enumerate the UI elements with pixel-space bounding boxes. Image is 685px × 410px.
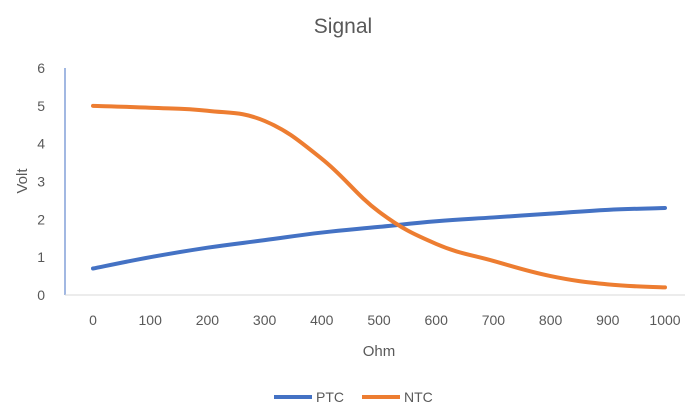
y-tick-label: 3 — [37, 174, 45, 190]
series-line-ptc — [91, 205, 667, 271]
legend-item-ptc: PTC — [274, 389, 344, 405]
x-tick-label: 800 — [539, 312, 563, 328]
x-tick-label: 500 — [367, 312, 391, 328]
y-tick-label: 5 — [37, 98, 45, 114]
legend-label: NTC — [404, 389, 433, 405]
x-tick-label: 300 — [253, 312, 277, 328]
x-tick-label: 600 — [425, 312, 449, 328]
y-tick-label: 2 — [37, 211, 45, 227]
x-axis-title: Ohm — [363, 343, 396, 360]
x-axis-ticks: 0 100 200 300 400 500 600 700 800 900 1000 — [89, 312, 681, 328]
y-tick-label: 6 — [37, 60, 45, 76]
y-tick-label: 1 — [37, 249, 45, 265]
series-line-ntc — [91, 103, 667, 290]
series-lines — [91, 103, 667, 290]
chart-title: Signal — [314, 15, 372, 38]
legend-item-ntc: NTC — [362, 389, 433, 405]
legend: PTC NTC — [274, 389, 433, 405]
x-tick-label: 0 — [89, 312, 97, 328]
x-tick-label: 400 — [310, 312, 334, 328]
x-tick-label: 1000 — [649, 312, 680, 328]
x-tick-label: 100 — [139, 312, 163, 328]
x-tick-label: 200 — [196, 312, 220, 328]
y-axis-ticks: 0 1 2 3 4 5 6 — [37, 60, 45, 303]
y-tick-label: 0 — [37, 287, 45, 303]
x-tick-label: 700 — [482, 312, 506, 328]
y-axis-title: Volt — [14, 168, 31, 194]
y-tick-label: 4 — [37, 136, 45, 152]
legend-label: PTC — [316, 389, 344, 405]
x-tick-label: 900 — [596, 312, 620, 328]
